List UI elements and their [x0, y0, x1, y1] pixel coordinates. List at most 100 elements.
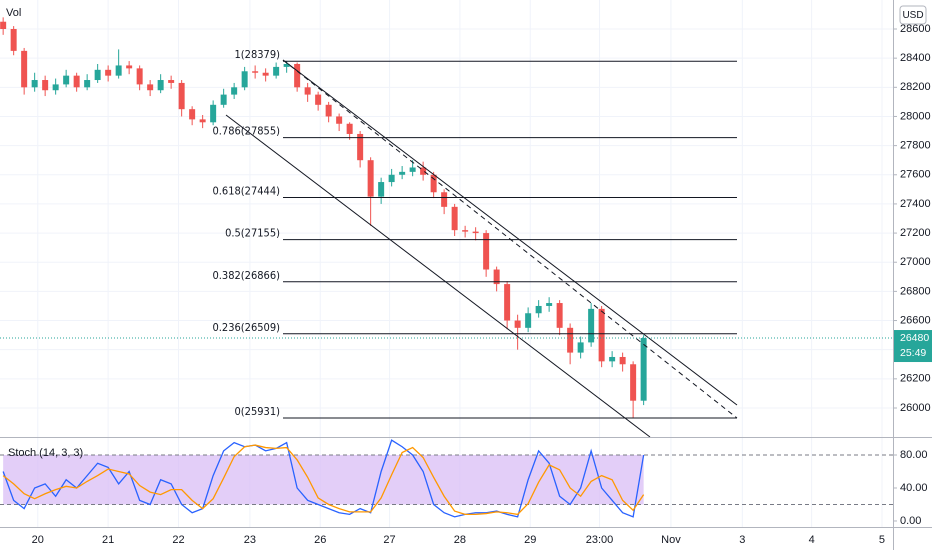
candle-body — [483, 233, 490, 270]
candle-body — [420, 167, 427, 175]
candle-body — [126, 65, 133, 69]
x-tick-label: 20 — [32, 534, 44, 546]
fib-label: 0.618(27444) — [212, 185, 280, 198]
channel-mid — [282, 59, 738, 419]
x-tick-label: 4 — [809, 534, 815, 546]
candle-body — [231, 87, 238, 95]
candle-body — [42, 80, 49, 91]
candle-body — [220, 94, 227, 105]
candles — [0, 17, 647, 419]
candle-body — [136, 68, 143, 85]
x-tick-label: 27 — [383, 534, 395, 546]
candle-body — [567, 327, 574, 353]
indicator-title: Stoch (14, 3, 3) — [8, 447, 83, 459]
y-tick-label: 28000 — [900, 110, 931, 122]
candle-body — [241, 71, 248, 88]
y-tick-label: 28200 — [900, 81, 931, 93]
candle-body — [147, 84, 154, 91]
candle-body — [189, 109, 196, 120]
candle-body — [94, 69, 101, 81]
candle-body — [640, 338, 647, 401]
candle-body — [31, 80, 38, 88]
y-tick-label: 27800 — [900, 140, 931, 152]
candle-body — [52, 84, 59, 91]
x-tick-label: 21 — [102, 534, 114, 546]
candle-body — [199, 119, 206, 123]
y-tick-label: 0.00 — [900, 515, 921, 527]
currency-box[interactable] — [899, 5, 927, 25]
candle-body — [556, 303, 563, 328]
channel-upper — [282, 59, 738, 406]
y-tick-label: 27000 — [900, 256, 931, 268]
x-tick-label: 5 — [879, 534, 885, 546]
candle-body — [10, 29, 17, 51]
fib-label: 0.382(26866) — [212, 269, 280, 282]
candle-body — [105, 69, 112, 76]
candle-body — [462, 230, 469, 232]
candle-body — [273, 66, 280, 76]
candle-body — [21, 50, 28, 88]
candle-body — [546, 303, 553, 306]
y-tick-label: 27400 — [900, 198, 931, 210]
candle-body — [157, 80, 164, 91]
fib-label: 0.236(26509) — [212, 321, 280, 334]
x-tick-label: 22 — [172, 534, 184, 546]
stoch-line — [2, 439, 645, 518]
candle-body — [525, 313, 532, 328]
candle-body — [378, 182, 385, 197]
candle-body — [63, 75, 70, 85]
candle-body — [535, 305, 542, 314]
candle-body — [325, 104, 332, 117]
candle-body — [357, 133, 364, 161]
candle-body — [115, 65, 122, 76]
candle-body — [588, 308, 595, 343]
candle-body — [84, 80, 91, 88]
candle-body — [367, 160, 374, 197]
candle-body — [210, 104, 217, 123]
indicator-pane — [0, 439, 893, 518]
candle-body — [73, 75, 80, 88]
y-tick-label: 80.00 — [900, 449, 928, 461]
candle-body — [399, 171, 406, 175]
candle-body — [336, 116, 343, 124]
x-tick-label: 29 — [524, 534, 536, 546]
stoch-line — [2, 444, 645, 516]
fib-label: 0(25931) — [235, 405, 281, 418]
candle-body — [430, 174, 437, 193]
y-tick-label: 28600 — [900, 23, 931, 35]
x-tick-label: 23:00 — [586, 534, 614, 546]
stoch-band — [3, 454, 644, 505]
candle-body — [472, 231, 479, 234]
candle-body — [577, 342, 584, 353]
x-tick-label: 3 — [739, 534, 745, 546]
last-price-tag — [894, 330, 932, 363]
y-tick-label: 27600 — [900, 169, 931, 181]
axes: 20 21 22 23 26 27 28 29 23:00 Nov 3 4 5 26000 26200 264… — [0, 23, 932, 546]
candle-body — [451, 206, 458, 231]
y-tick-label: 26000 — [900, 402, 931, 414]
x-tick-label: 26 — [314, 534, 326, 546]
fib-label: 0.5(27155) — [225, 227, 280, 240]
y-tick-label: 26200 — [900, 373, 931, 385]
candle-body — [609, 356, 616, 362]
y-tick-label: 28400 — [900, 52, 931, 64]
candle-body — [388, 174, 395, 183]
candle-body — [630, 364, 637, 401]
x-tick-label: Nov — [661, 534, 681, 546]
x-tick-label: 28 — [454, 534, 466, 546]
candle-body — [294, 63, 301, 88]
candle-body — [619, 356, 626, 365]
candle-body — [441, 192, 448, 207]
candle-body — [504, 284, 511, 321]
candle-body — [283, 63, 290, 67]
candle-body — [178, 82, 185, 110]
y-tick-label: 26600 — [900, 314, 931, 326]
currency[interactable]: USD — [902, 10, 923, 21]
fib-label: 1(28379) — [235, 48, 281, 61]
y-tick-label: 26800 — [900, 285, 931, 297]
fib-levels: 1(28379) 0.786(27855) 0.618(27444) 0.5(2715… — [212, 48, 737, 419]
candle-body — [315, 94, 322, 105]
candle-body — [598, 308, 605, 362]
volume-label: Vol — [6, 7, 21, 19]
